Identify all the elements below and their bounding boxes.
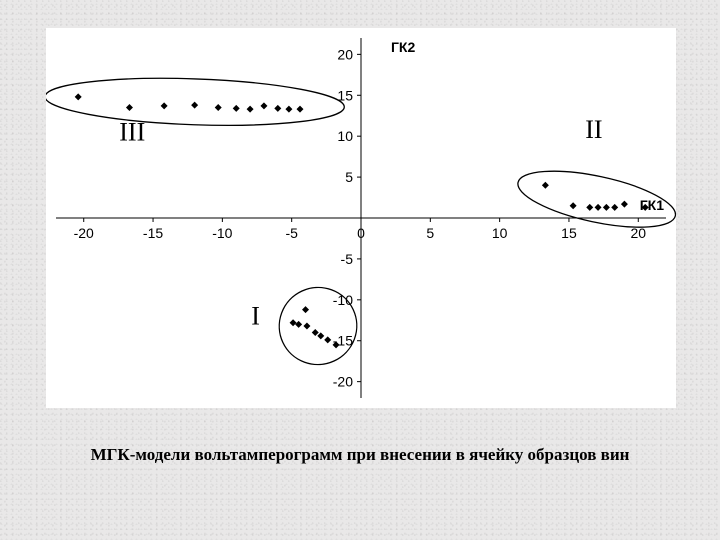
x-tick-label: 10 bbox=[492, 225, 508, 241]
data-point bbox=[324, 336, 331, 343]
x-axis-label: ГК1 bbox=[640, 197, 664, 213]
data-point bbox=[302, 306, 309, 313]
y-tick-label: 10 bbox=[337, 128, 353, 144]
x-tick-label: -10 bbox=[212, 225, 232, 241]
data-point bbox=[586, 204, 593, 211]
data-point bbox=[247, 106, 254, 113]
data-point bbox=[260, 102, 267, 109]
data-point bbox=[317, 332, 324, 339]
x-tick-label: 0 bbox=[357, 225, 365, 241]
x-tick-label: -5 bbox=[285, 225, 298, 241]
data-point bbox=[233, 105, 240, 112]
data-point bbox=[611, 204, 618, 211]
x-tick-label: -20 bbox=[74, 225, 94, 241]
data-point bbox=[603, 204, 610, 211]
data-point bbox=[312, 329, 319, 336]
x-tick-label: 5 bbox=[426, 225, 434, 241]
data-point bbox=[621, 201, 628, 208]
data-point bbox=[303, 323, 310, 330]
figure-caption: МГК-модели вольтамперограмм при внесении… bbox=[0, 445, 720, 465]
data-point bbox=[595, 204, 602, 211]
cluster-label-III: III bbox=[119, 117, 145, 146]
y-tick-label: 5 bbox=[345, 169, 353, 185]
data-point bbox=[161, 102, 168, 109]
x-tick-label: 15 bbox=[561, 225, 577, 241]
cluster-label-I: I bbox=[251, 301, 260, 330]
data-point bbox=[75, 93, 82, 100]
data-point bbox=[126, 104, 133, 111]
scatter-svg: -20-15-10-505101520-20-15-10-55101520ГК2… bbox=[46, 28, 676, 408]
scatter-chart: -20-15-10-505101520-20-15-10-55101520ГК2… bbox=[46, 28, 676, 408]
data-point bbox=[285, 106, 292, 113]
y-tick-label: -5 bbox=[341, 251, 354, 267]
data-point bbox=[215, 104, 222, 111]
y-tick-label: 20 bbox=[337, 46, 353, 62]
y-tick-label: -10 bbox=[333, 292, 353, 308]
x-tick-label: -15 bbox=[143, 225, 163, 241]
data-point bbox=[290, 319, 297, 326]
data-point bbox=[297, 106, 304, 113]
data-point bbox=[274, 105, 281, 112]
data-point bbox=[570, 202, 577, 209]
y-axis-label: ГК2 bbox=[391, 39, 415, 55]
data-point bbox=[191, 102, 198, 109]
cluster-ellipse-III bbox=[46, 74, 345, 130]
data-point bbox=[542, 182, 549, 189]
cluster-ellipse-I bbox=[267, 275, 370, 378]
cluster-label-II: II bbox=[585, 115, 602, 144]
y-tick-label: -20 bbox=[333, 374, 353, 390]
data-point bbox=[295, 321, 302, 328]
